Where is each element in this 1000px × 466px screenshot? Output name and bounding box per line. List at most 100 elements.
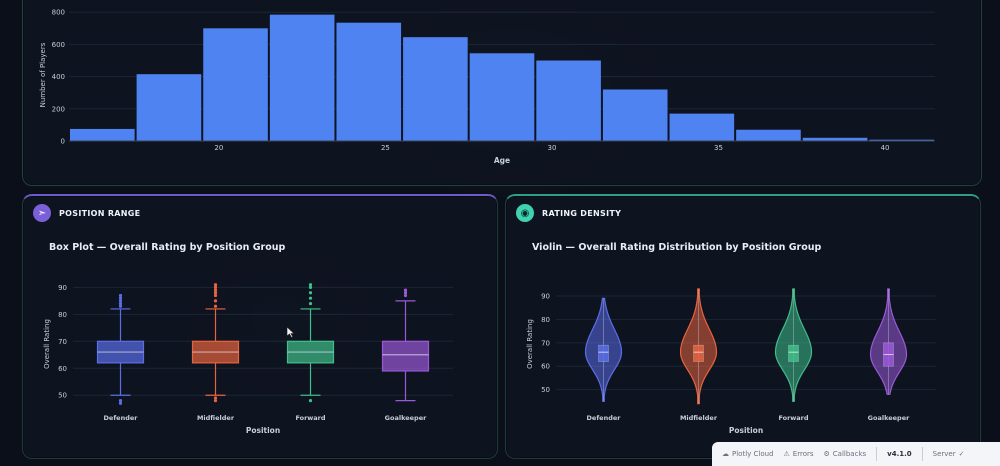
y-tick-label: 90 [58, 284, 67, 292]
outlier-point [213, 396, 218, 400]
x-tick-label: Midfielder [680, 414, 718, 422]
outlier-point [308, 399, 313, 403]
violin-inner-box [693, 344, 704, 362]
x-tick-label: 40 [881, 144, 890, 152]
outlier-point [213, 399, 218, 403]
age-histogram-panel: 0 200 400 600 800 20 25 30 35 40 Age Number of Play… [22, 0, 982, 186]
version-label: v4.1.0 [887, 450, 912, 458]
violin-inner-box [788, 344, 799, 362]
toolbar-item[interactable]: ⚠ Errors [783, 450, 814, 458]
outlier-point [213, 293, 218, 298]
histogram-bar [802, 137, 868, 141]
histogram-bar [469, 53, 535, 141]
histogram-bar [602, 89, 668, 141]
histogram-bar [136, 74, 202, 141]
violin-shape [869, 288, 908, 395]
x-tick-label: Forward [295, 414, 325, 422]
outlier-point [308, 291, 313, 295]
rating-density-panel: ◉ RATING DENSITY Violin — Overall Rating… [505, 194, 981, 459]
outlier-point [403, 291, 408, 295]
outlier-point [213, 283, 218, 287]
y-tick-label: 60 [58, 365, 67, 373]
toolbar-item[interactable]: ☁ Plotly Cloud [722, 450, 774, 458]
x-tick-label: 25 [381, 144, 390, 152]
x-tick-label: 20 [214, 144, 223, 152]
y-tick-label: 60 [541, 363, 550, 371]
histogram-bar [869, 139, 934, 141]
x-tick-label: Midfielder [197, 414, 235, 422]
outlier-point [308, 283, 313, 287]
x-tick-label: 35 [714, 144, 723, 152]
violin-chart[interactable]: 50 60 70 80 90 Defender Midfielder Forward Goalk… [506, 196, 980, 458]
box-chart-title: Box Plot — Overall Rating by Position Gr… [49, 242, 286, 253]
outlier-point [308, 301, 313, 306]
x-tick-label: Defender [104, 414, 139, 422]
y-axis-title: Overall Rating [526, 319, 534, 369]
histogram-bar [336, 22, 402, 142]
y-tick-label: 50 [58, 392, 67, 400]
dev-tools-toolbar: ☁ Plotly Cloud ⚠ Errors ⚙ Callbacks v4.1.0 … [712, 442, 1000, 466]
box [381, 340, 430, 372]
toolbar-divider [921, 447, 923, 461]
x-tick-label: Defender [587, 414, 622, 422]
cloud-icon: ☁ [722, 450, 729, 458]
mouse-cursor-icon [287, 327, 295, 338]
y-tick-label: 70 [541, 339, 550, 347]
outlier-point [403, 288, 408, 292]
panel-title: RATING DENSITY [542, 208, 622, 218]
outlier-point [403, 293, 408, 298]
histogram-bar [669, 113, 735, 141]
pin-icon: ➣ [33, 204, 51, 222]
warning-icon: ⚠ [783, 450, 790, 458]
outlier-point [118, 299, 123, 303]
box-plot-chart[interactable]: 50 60 70 80 90 Defender Midfielder Forward Goalk… [23, 196, 497, 458]
y-tick-label: 80 [58, 311, 67, 319]
server-status[interactable]: Server ✓ [932, 450, 965, 458]
y-tick-label: 800 [52, 9, 65, 17]
outlier-point [213, 291, 218, 295]
position-range-panel: ➣ POSITION RANGE Box Plot — Overall Rati… [22, 194, 498, 459]
gauge-icon: ◉ [516, 204, 534, 222]
y-tick-label: 80 [541, 316, 550, 324]
y-tick-label: 90 [541, 293, 550, 301]
outlier-point [213, 285, 218, 289]
outlier-point [308, 296, 313, 300]
outlier-point [308, 285, 313, 289]
histogram-bar [269, 14, 335, 141]
y-tick-label: 200 [52, 105, 65, 113]
x-tick-label: 30 [548, 144, 557, 152]
check-icon: ✓ [958, 450, 965, 458]
y-tick-label: 0 [61, 138, 65, 146]
x-axis-title: Position [246, 426, 280, 435]
outlier-point [118, 301, 123, 306]
panel-header: ◉ RATING DENSITY [516, 204, 621, 222]
outlier-point [213, 299, 218, 303]
histogram-bar [70, 128, 135, 141]
outlier-point [118, 401, 123, 405]
age-histogram-chart[interactable]: 0 200 400 600 800 20 25 30 35 40 Age Number of Play… [23, 0, 981, 185]
y-axis-title: Number of Players [39, 42, 47, 107]
outlier-point [118, 293, 123, 298]
y-tick-label: 70 [58, 338, 67, 346]
violin-inner-box [598, 344, 609, 362]
x-tick-label: Goalkeeper [868, 414, 910, 422]
y-tick-label: 400 [52, 73, 65, 81]
outlier-point [118, 304, 123, 308]
toolbar-divider [876, 447, 878, 461]
histogram-bar [536, 60, 601, 141]
outlier-point [118, 399, 123, 403]
callbacks-icon: ⚙ [823, 450, 830, 458]
outlier-point [118, 296, 123, 300]
y-tick-label: 50 [541, 386, 550, 394]
panel-header: ➣ POSITION RANGE [33, 204, 140, 222]
x-tick-label: Goalkeeper [385, 414, 427, 422]
histogram-bar [403, 37, 468, 141]
y-tick-label: 600 [52, 41, 65, 49]
violin-chart-title: Violin — Overall Rating Distribution by … [532, 242, 822, 253]
x-tick-label: Forward [778, 414, 808, 422]
outlier-point [213, 304, 218, 308]
outlier-point [213, 288, 218, 292]
toolbar-item[interactable]: ⚙ Callbacks [823, 450, 867, 458]
histogram-bar [203, 28, 268, 141]
panel-title: POSITION RANGE [59, 208, 141, 218]
